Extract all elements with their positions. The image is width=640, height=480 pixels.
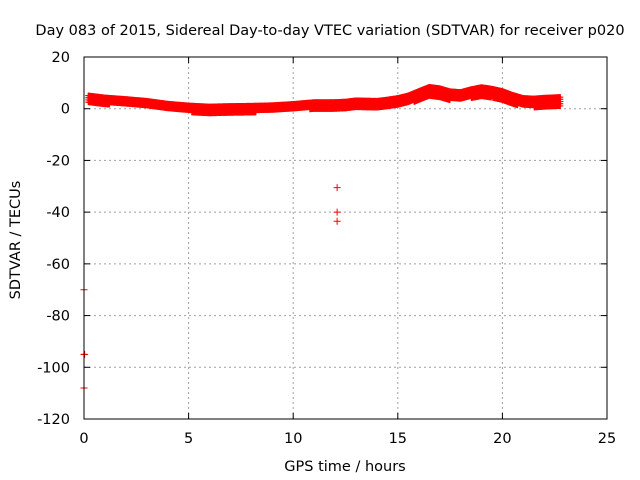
data-point (333, 208, 341, 216)
x-tick-label: 25 (598, 431, 616, 447)
data-point (333, 217, 341, 225)
data-points (80, 83, 564, 392)
plot-frame (83, 56, 608, 420)
y-tick-label: -100 (37, 360, 70, 376)
x-axis-label: GPS time / hours (284, 459, 405, 475)
y-tick-label: 0 (61, 102, 70, 118)
y-axis-label: SDTVAR / TECUs (8, 181, 24, 300)
y-tick-label: -40 (46, 205, 70, 221)
chart-title: Day 083 of 2015, Sidereal Day-to-day VTE… (35, 23, 624, 39)
x-tick-label: 0 (79, 431, 88, 447)
x-tick-label: 15 (389, 431, 407, 447)
axis-ticks: 0 5 10 15 20 25 20 0 -20 -40 -60 -80 -100 -120 (37, 50, 616, 447)
x-tick-label: 20 (493, 431, 511, 447)
x-tick-label: 10 (284, 431, 302, 447)
data-point (557, 102, 564, 109)
y-tick-label: 20 (52, 50, 70, 66)
y-tick-label: -120 (37, 412, 70, 428)
y-tick-label: -60 (46, 257, 70, 273)
x-tick-label: 5 (184, 431, 193, 447)
data-point (333, 184, 341, 192)
y-tick-label: -20 (46, 153, 70, 169)
data-point (81, 350, 89, 358)
y-tick-label: -80 (46, 309, 70, 325)
